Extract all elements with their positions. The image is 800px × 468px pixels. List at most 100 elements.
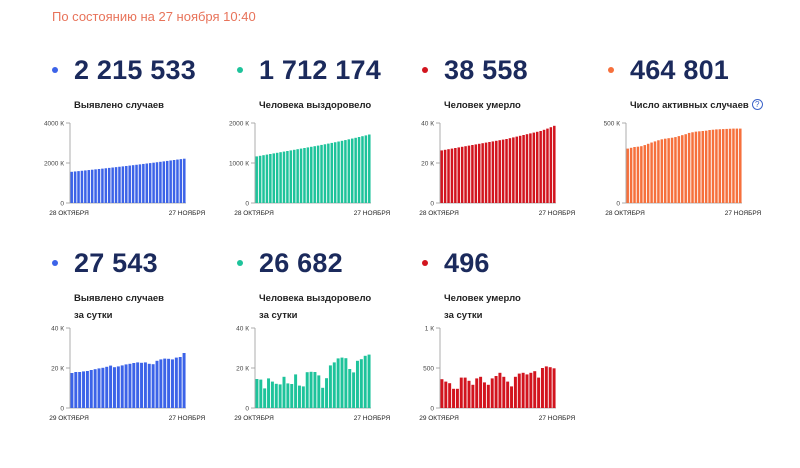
bar[interactable] xyxy=(694,131,698,203)
bar[interactable] xyxy=(532,132,536,203)
bar[interactable] xyxy=(323,144,327,203)
bar[interactable] xyxy=(340,140,344,203)
bar[interactable] xyxy=(120,365,124,408)
bar[interactable] xyxy=(118,166,121,203)
bar[interactable] xyxy=(124,364,128,408)
bar[interactable] xyxy=(698,131,701,203)
bar[interactable] xyxy=(279,152,282,203)
bar[interactable] xyxy=(301,386,305,408)
bar[interactable] xyxy=(286,151,289,203)
bar[interactable] xyxy=(440,150,443,203)
bar[interactable] xyxy=(121,166,125,203)
bar[interactable] xyxy=(183,158,186,203)
bar[interactable] xyxy=(670,137,674,203)
bar[interactable] xyxy=(282,151,286,203)
bar[interactable] xyxy=(715,129,718,203)
bar[interactable] xyxy=(633,147,636,203)
bar[interactable] xyxy=(182,353,186,408)
bar[interactable] xyxy=(739,128,742,203)
bar[interactable] xyxy=(364,135,368,203)
bar[interactable] xyxy=(297,385,301,408)
bar[interactable] xyxy=(310,146,313,203)
bar[interactable] xyxy=(540,368,544,408)
bar[interactable] xyxy=(681,135,684,203)
bar[interactable] xyxy=(501,139,505,203)
bar[interactable] xyxy=(537,377,541,408)
bar[interactable] xyxy=(294,374,298,408)
bar[interactable] xyxy=(522,135,525,203)
bar[interactable] xyxy=(125,165,128,203)
bar[interactable] xyxy=(464,146,467,203)
bar[interactable] xyxy=(325,378,329,408)
bar[interactable] xyxy=(539,131,542,203)
bar[interactable] xyxy=(73,171,77,203)
bar[interactable] xyxy=(138,164,142,203)
bar[interactable] xyxy=(367,354,371,408)
bar[interactable] xyxy=(128,363,132,408)
bar[interactable] xyxy=(274,383,278,408)
bar[interactable] xyxy=(533,371,537,408)
bar[interactable] xyxy=(477,143,481,203)
bar[interactable] xyxy=(299,148,303,203)
bar[interactable] xyxy=(718,129,722,203)
bar[interactable] xyxy=(482,382,486,408)
help-icon[interactable]: ? xyxy=(751,99,763,110)
bar[interactable] xyxy=(84,170,87,203)
bar[interactable] xyxy=(626,148,629,203)
bar[interactable] xyxy=(136,362,140,408)
bar[interactable] xyxy=(481,143,484,203)
bar[interactable] xyxy=(305,372,309,408)
bar[interactable] xyxy=(145,163,149,203)
bar[interactable] xyxy=(535,131,539,203)
bar[interactable] xyxy=(82,371,86,408)
bar[interactable] xyxy=(512,137,515,203)
bar[interactable] xyxy=(163,358,167,408)
bar[interactable] xyxy=(447,149,450,203)
bar[interactable] xyxy=(363,355,367,408)
bar[interactable] xyxy=(517,373,521,408)
bar[interactable] xyxy=(529,133,532,203)
bar[interactable] xyxy=(172,160,176,203)
bar[interactable] xyxy=(321,387,325,408)
bar[interactable] xyxy=(97,368,101,408)
bar[interactable] xyxy=(486,384,490,408)
bar[interactable] xyxy=(508,138,512,203)
bar[interactable] xyxy=(513,376,517,408)
bar[interactable] xyxy=(132,363,136,408)
bar[interactable] xyxy=(636,146,640,203)
bar[interactable] xyxy=(306,147,310,203)
bar[interactable] xyxy=(337,141,340,203)
bar[interactable] xyxy=(505,139,508,203)
bar[interactable] xyxy=(529,372,533,408)
bar[interactable] xyxy=(549,127,553,203)
bar[interactable] xyxy=(143,362,147,408)
bar[interactable] xyxy=(484,142,488,203)
bar[interactable] xyxy=(258,155,262,203)
bar[interactable] xyxy=(289,150,293,203)
bar[interactable] xyxy=(317,375,321,408)
bar[interactable] xyxy=(179,159,183,203)
bar[interactable] xyxy=(721,129,725,203)
bar[interactable] xyxy=(101,168,104,203)
bar[interactable] xyxy=(97,169,101,203)
bar[interactable] xyxy=(159,359,163,408)
bar[interactable] xyxy=(282,376,286,408)
bar[interactable] xyxy=(488,142,491,203)
bar[interactable] xyxy=(368,134,371,203)
bar[interactable] xyxy=(494,376,498,408)
bar[interactable] xyxy=(728,128,732,203)
bar[interactable] xyxy=(272,153,276,203)
bar[interactable] xyxy=(463,377,467,408)
bar[interactable] xyxy=(147,363,151,408)
bar[interactable] xyxy=(495,140,498,203)
bar[interactable] xyxy=(359,359,363,408)
bar[interactable] xyxy=(328,365,332,408)
bar[interactable] xyxy=(167,358,171,408)
bar[interactable] xyxy=(708,130,711,203)
bar[interactable] xyxy=(455,388,459,408)
bar[interactable] xyxy=(85,371,89,408)
bar[interactable] xyxy=(344,358,348,408)
bar[interactable] xyxy=(471,145,474,203)
bar[interactable] xyxy=(460,146,464,203)
bar[interactable] xyxy=(116,366,120,408)
